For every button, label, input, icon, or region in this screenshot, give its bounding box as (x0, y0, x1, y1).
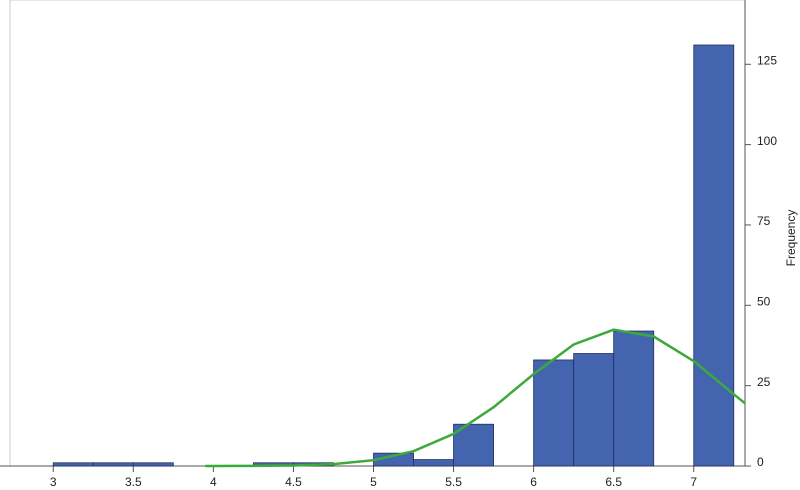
fit-curve (205, 328, 746, 468)
bar (573, 353, 615, 467)
x-tick-label: 3.5 (125, 475, 142, 489)
bar (92, 462, 134, 467)
y-tick-label: 100 (757, 134, 777, 148)
y-tick-label: 75 (757, 214, 771, 228)
y-tick-label: 25 (757, 375, 771, 389)
x-tick-label: 7 (690, 475, 697, 489)
bar (613, 330, 655, 467)
bar (693, 44, 735, 467)
x-tick-label: 3 (50, 475, 57, 489)
x-tick-label: 6 (530, 475, 537, 489)
bar (453, 423, 494, 467)
x-tick-label: 6.5 (605, 475, 622, 489)
bar (413, 459, 454, 467)
y-tick-label: 0 (757, 455, 764, 469)
x-tick-label: 4.5 (285, 475, 302, 489)
x-tick-label: 5 (370, 475, 377, 489)
bar (533, 359, 575, 467)
y-tick-label: 50 (757, 294, 771, 308)
x-tick-label: 5.5 (445, 475, 462, 489)
bar (132, 462, 174, 467)
y-axis-label: Frequency (784, 210, 798, 267)
x-tick-label: 4 (210, 475, 217, 489)
bar (52, 462, 94, 467)
y-tick-label: 125 (757, 53, 777, 67)
